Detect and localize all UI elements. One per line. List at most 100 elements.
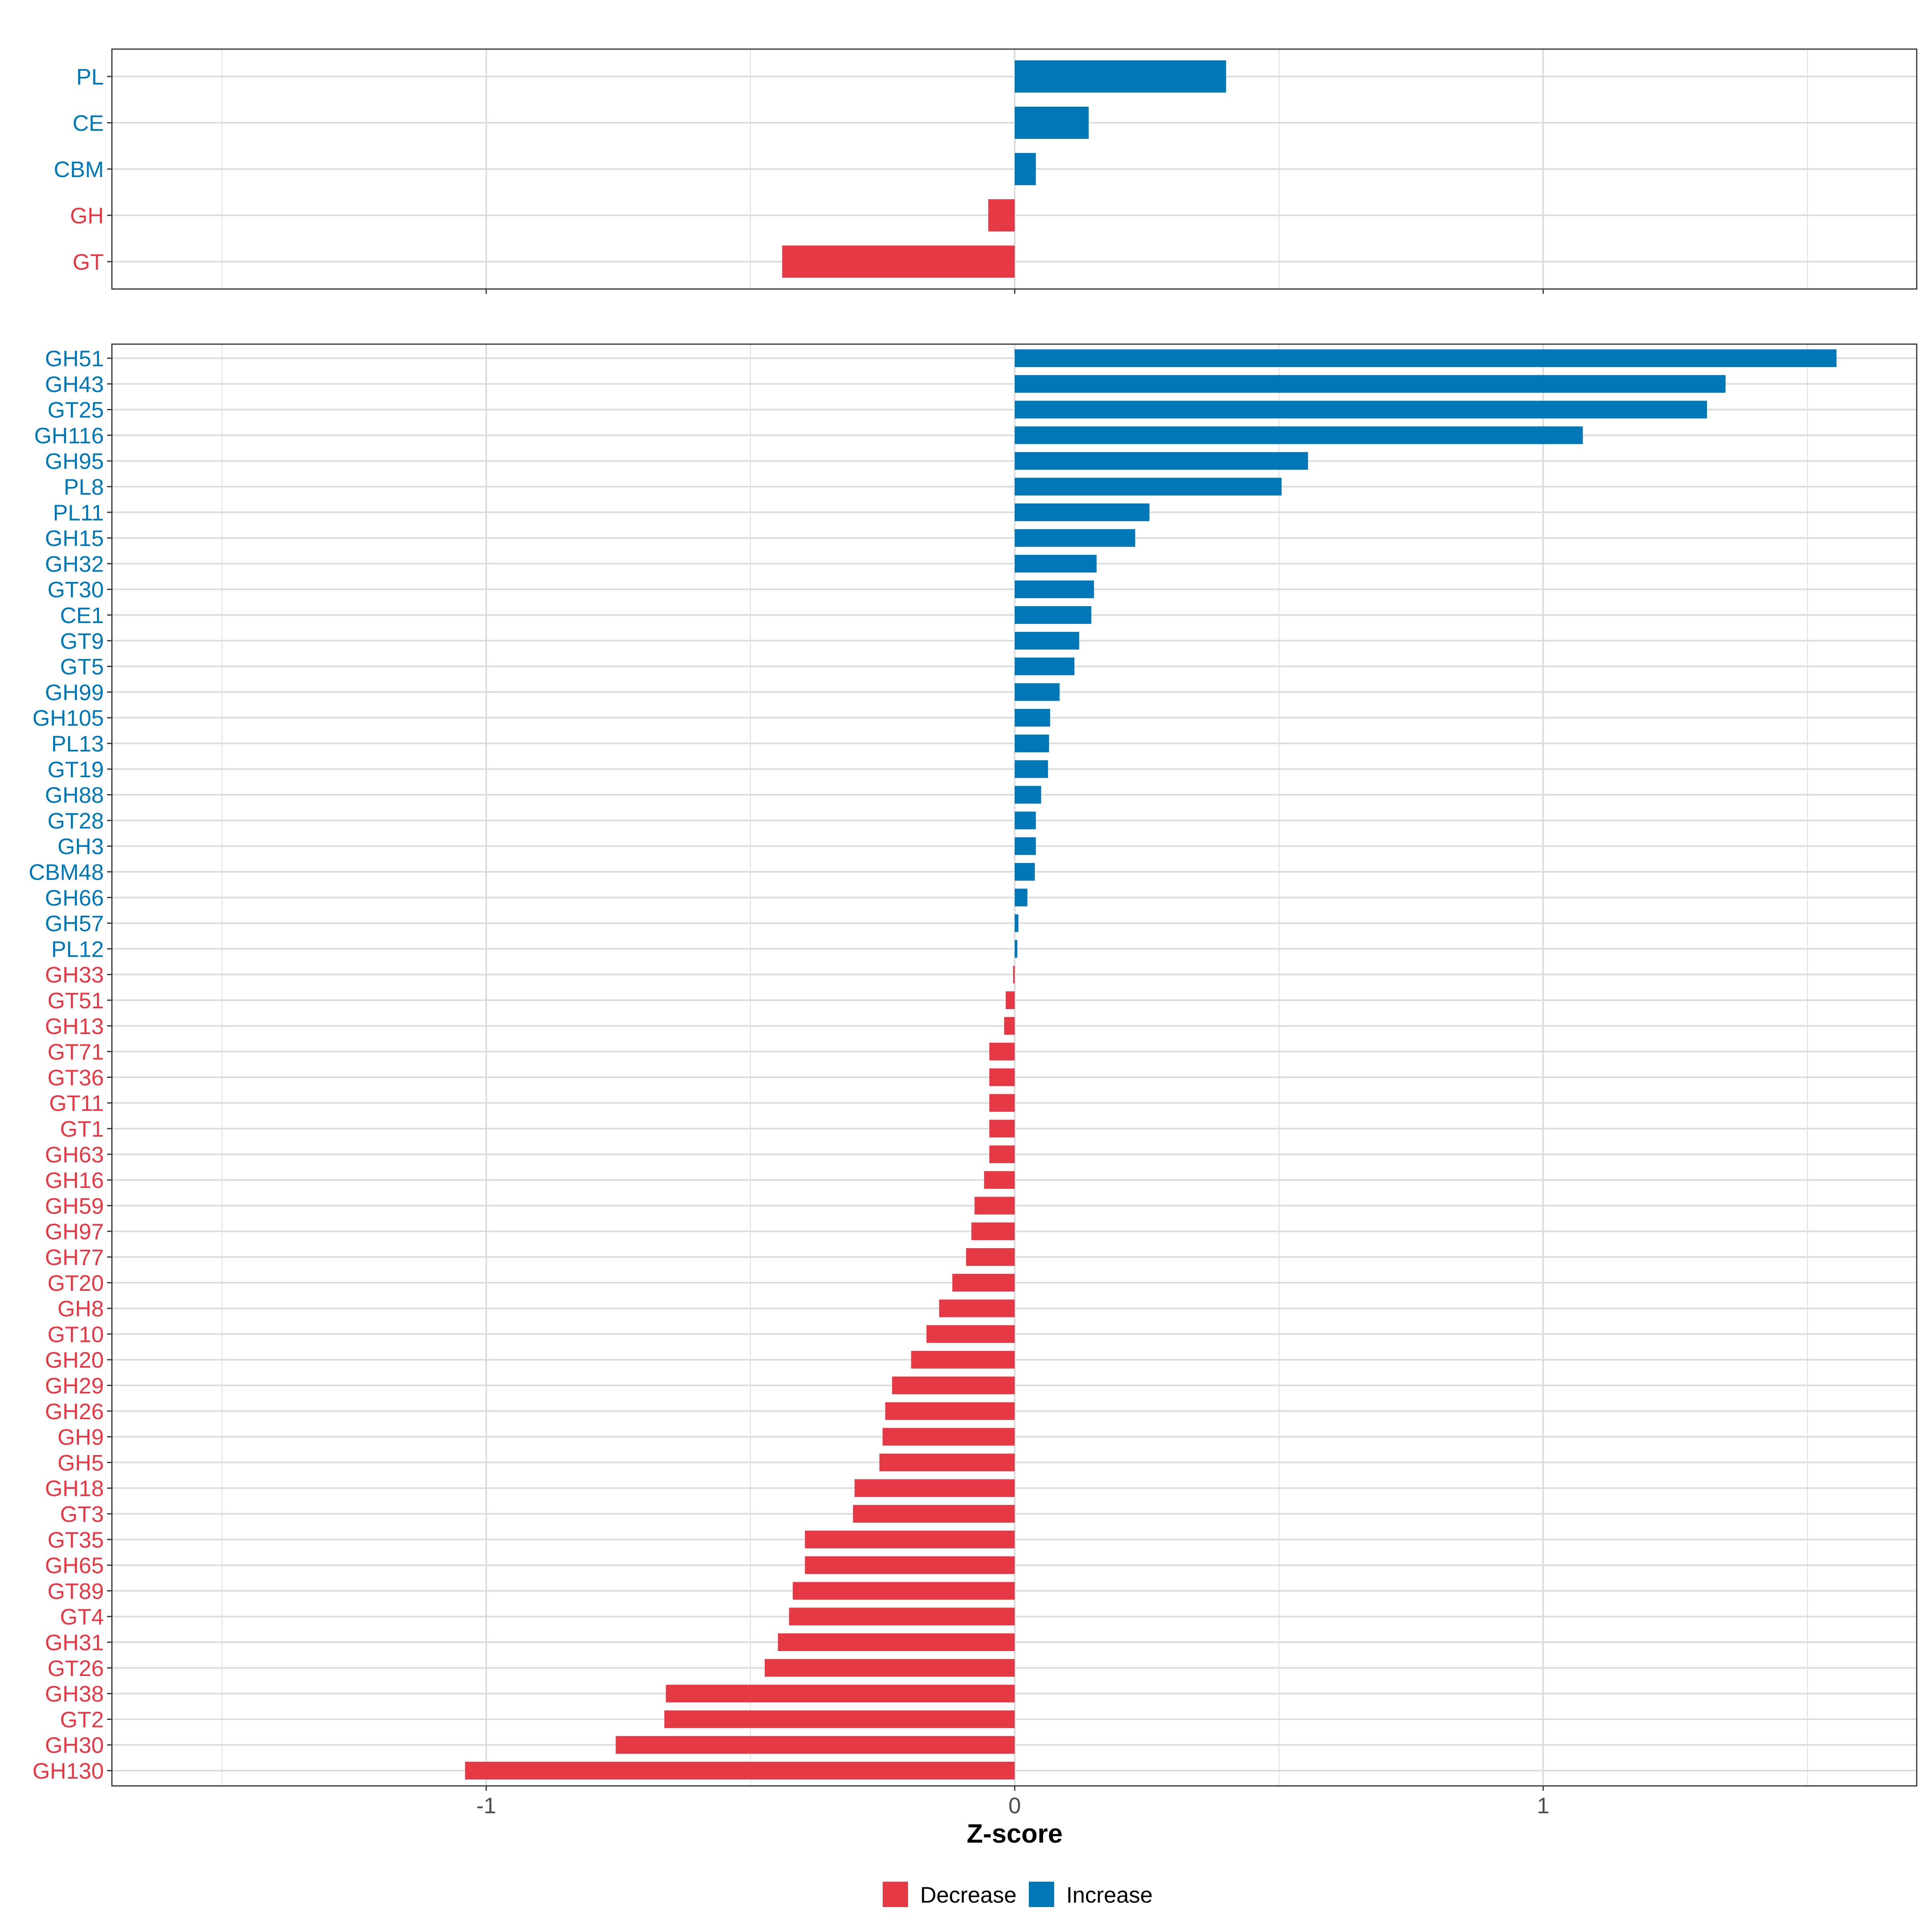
bottom-category-label: GH99 xyxy=(45,679,104,705)
bottom-category-label: GH30 xyxy=(45,1732,104,1758)
top-panel: PL CE CBM GH GT xyxy=(54,48,1918,294)
bottom-category-label: GH63 xyxy=(45,1142,104,1167)
bottom-bar-GH18 xyxy=(855,1479,1015,1497)
bottom-category-label: GT89 xyxy=(47,1578,104,1604)
bottom-bar-GT36 xyxy=(989,1068,1015,1086)
bottom-bar-CBM48 xyxy=(1015,863,1035,881)
bottom-bar-GT25 xyxy=(1015,400,1707,419)
bottom-category-label: GH15 xyxy=(45,526,104,551)
bottom-category-label: GH33 xyxy=(45,962,104,987)
bottom-bar-GH26 xyxy=(885,1402,1015,1420)
bottom-bar-GT51 xyxy=(1005,991,1015,1009)
bottom-bar-GT10 xyxy=(926,1325,1015,1343)
bottom-category-label: GH13 xyxy=(45,1013,104,1039)
bottom-bar-GH5 xyxy=(879,1453,1015,1472)
bottom-category-label: GH29 xyxy=(45,1373,104,1398)
bottom-category-label: GT71 xyxy=(47,1039,104,1065)
bottom-category-label: GH32 xyxy=(45,551,104,576)
bottom-bar-GT28 xyxy=(1015,811,1036,830)
bottom-category-label: GH38 xyxy=(45,1681,104,1707)
bottom-bar-GH66 xyxy=(1015,888,1028,906)
bottom-bar-GH15 xyxy=(1015,529,1135,547)
legend-swatch-decrease xyxy=(883,1882,908,1907)
bottom-bar-GT2 xyxy=(664,1710,1015,1728)
bottom-bar-PL8 xyxy=(1015,478,1282,495)
x-tick-label-1: 1 xyxy=(1537,1793,1549,1818)
legend-swatch-increase xyxy=(1029,1882,1054,1907)
legend: Decrease Increase xyxy=(883,1882,1153,1907)
bottom-bar-GH8 xyxy=(939,1299,1015,1317)
bottom-category-label: PL8 xyxy=(64,474,104,500)
top-category-label: PL xyxy=(76,64,104,89)
bottom-bar-CE1 xyxy=(1015,606,1092,624)
bottom-category-label: GT25 xyxy=(47,397,104,423)
bottom-category-label: PL11 xyxy=(53,500,104,525)
bottom-category-label: PL12 xyxy=(51,936,104,962)
bottom-bar-GH30 xyxy=(615,1736,1015,1754)
bottom-bar-GH32 xyxy=(1015,555,1097,573)
bottom-bar-GH99 xyxy=(1015,683,1060,701)
bottom-bar-GT30 xyxy=(1015,580,1094,599)
top-bar-CE xyxy=(1015,107,1089,139)
bottom-category-label: GH95 xyxy=(45,448,104,474)
bottom-category-label: GH88 xyxy=(45,782,104,808)
top-category-label: CE xyxy=(72,110,104,136)
top-bar-GH xyxy=(988,199,1015,231)
bottom-category-label: GH3 xyxy=(58,834,104,859)
bottom-category-label: GT26 xyxy=(47,1655,104,1681)
bottom-category-label: GH5 xyxy=(58,1450,104,1475)
bottom-bar-GT5 xyxy=(1015,657,1075,675)
bottom-bar-PL13 xyxy=(1015,735,1049,752)
bottom-category-label: PL13 xyxy=(51,731,104,756)
top-category-label: GT xyxy=(72,249,104,275)
top-bar-CBM xyxy=(1015,153,1036,185)
bottom-category-label: GT19 xyxy=(47,757,104,782)
bottom-category-label: GT20 xyxy=(47,1270,104,1296)
bottom-category-label: GH105 xyxy=(33,705,104,731)
bottom-bar-PL12 xyxy=(1015,940,1018,958)
bottom-category-label: GT4 xyxy=(60,1604,104,1629)
bottom-bar-GH38 xyxy=(666,1684,1015,1703)
bottom-category-label: GH26 xyxy=(45,1399,104,1424)
bottom-bar-GH59 xyxy=(974,1197,1015,1215)
bottom-category-label: GH9 xyxy=(58,1424,104,1450)
bottom-bar-GT20 xyxy=(952,1274,1015,1292)
bottom-category-label: GH31 xyxy=(45,1630,104,1655)
bottom-bar-GT11 xyxy=(989,1094,1015,1112)
bottom-category-label: GT51 xyxy=(47,988,104,1013)
bottom-category-label: GH57 xyxy=(45,911,104,936)
bottom-category-label: GH16 xyxy=(45,1168,104,1193)
bottom-category-label: GH65 xyxy=(45,1553,104,1578)
bottom-category-label: GT10 xyxy=(47,1321,104,1347)
bottom-bar-GH9 xyxy=(882,1428,1015,1446)
bottom-panel: GH51GH43GT25GH116GH95PL8PL11GH15GH32GT30… xyxy=(29,343,1918,1791)
bottom-bar-GH43 xyxy=(1015,375,1726,393)
x-tick-label-neg1: -1 xyxy=(476,1793,496,1818)
bottom-bar-GT19 xyxy=(1015,760,1048,778)
bottom-category-label: GH97 xyxy=(45,1219,104,1244)
legend-label-increase: Increase xyxy=(1066,1882,1153,1907)
bottom-bar-GH95 xyxy=(1015,452,1308,470)
bottom-bar-PL11 xyxy=(1015,503,1150,521)
bottom-bar-GH77 xyxy=(966,1248,1015,1266)
bottom-bar-GT3 xyxy=(853,1505,1015,1523)
bottom-category-label: GT3 xyxy=(60,1501,104,1527)
bottom-category-label: GH8 xyxy=(58,1296,104,1321)
bottom-category-label: GH43 xyxy=(45,372,104,397)
bottom-bar-GT26 xyxy=(764,1659,1015,1677)
bottom-bar-GH29 xyxy=(892,1377,1015,1394)
bottom-category-label: GT11 xyxy=(49,1090,104,1116)
bottom-category-label: GH20 xyxy=(45,1347,104,1373)
bottom-category-label: GT2 xyxy=(60,1707,104,1732)
bottom-bar-GT71 xyxy=(989,1042,1015,1061)
bottom-bar-GH13 xyxy=(1004,1017,1015,1035)
bottom-category-label: GH130 xyxy=(33,1758,104,1783)
x-axis-title: Z-score xyxy=(967,1818,1063,1848)
bottom-category-label: GH59 xyxy=(45,1193,104,1218)
bottom-bar-GH130 xyxy=(465,1762,1015,1779)
bottom-bar-GH116 xyxy=(1015,426,1583,444)
x-tick-label-0: 0 xyxy=(1008,1793,1021,1818)
bottom-bar-GH57 xyxy=(1015,914,1019,932)
bottom-category-label: GT36 xyxy=(47,1065,104,1090)
